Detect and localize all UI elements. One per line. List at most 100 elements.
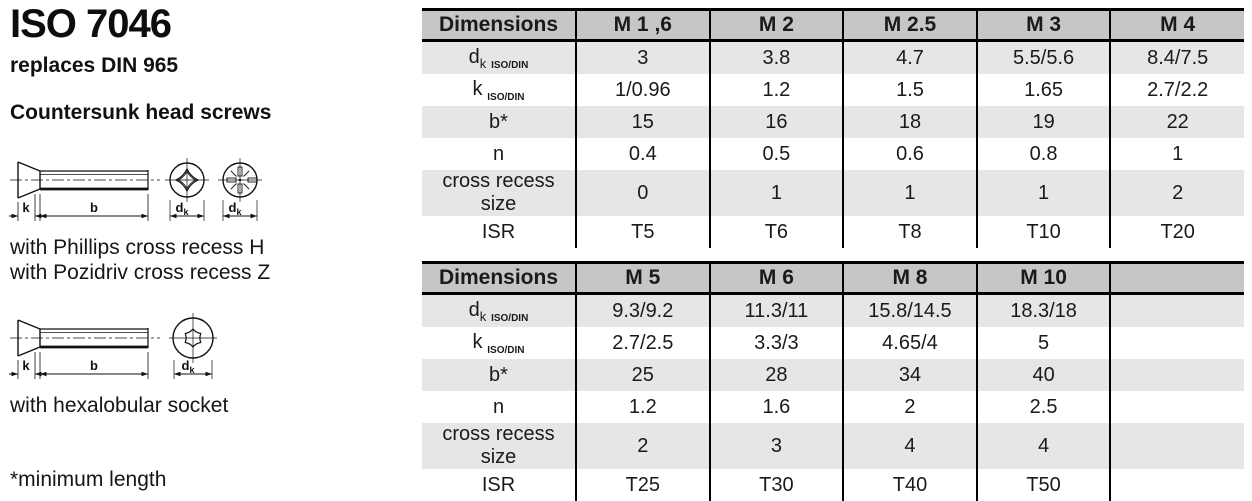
row-label: n: [422, 391, 576, 423]
value-cell: [1109, 359, 1244, 391]
value-cell: [1109, 423, 1244, 469]
screw-drawing-hexalobular: k b dk: [9, 313, 217, 379]
table-row: n 0.4 0.5 0.6 0.8 1: [422, 138, 1244, 170]
value-cell: T5: [575, 216, 710, 248]
value-cell: 1.5: [842, 74, 977, 106]
size-column-header: [1109, 261, 1244, 295]
table-row: dk ISO/DIN 9.3/9.2 11.3/11 15.8/14.5 18.3/18: [422, 293, 1244, 327]
value-cell: 4: [842, 423, 977, 469]
value-cell: 0.4: [575, 138, 710, 170]
value-cell: 2.7/2.2: [1109, 74, 1244, 106]
value-cell: 15.8/14.5: [842, 293, 977, 327]
value-cell: 2: [842, 391, 977, 423]
value-cell: T6: [708, 216, 844, 248]
value-cell: 1: [1109, 138, 1244, 170]
caption-pozidriv: with Pozidriv cross recess Z: [10, 261, 271, 284]
row-label: dk ISO/DIN: [422, 40, 576, 74]
row-label: k ISO/DIN: [422, 74, 576, 106]
table-row: cross recess size 0 1 1 1 2: [422, 170, 1244, 216]
value-cell: 2: [575, 423, 710, 469]
product-heading: Countersunk head screws: [10, 101, 272, 124]
value-cell: 3.8: [708, 40, 844, 74]
size-column-header: M 6: [708, 261, 844, 295]
size-column-header: M 5: [575, 261, 710, 295]
value-cell: 9.3/9.2: [575, 293, 710, 327]
table-row: cross recess size 2 3 4 4: [422, 423, 1244, 469]
value-cell: 3: [575, 40, 710, 74]
value-cell: T50: [975, 469, 1111, 501]
row-label: k ISO/DIN: [422, 327, 576, 359]
size-column-header: M 2.5: [842, 8, 977, 42]
value-cell: [1109, 327, 1244, 359]
replaces-note: replaces DIN 965: [10, 54, 179, 77]
value-cell: T20: [1109, 216, 1244, 248]
dim-label-dk-hexalobular: dk: [182, 358, 196, 375]
value-cell: 1: [975, 170, 1111, 216]
table-row: b* 15 16 18 19 22: [422, 106, 1244, 138]
value-cell: [1109, 293, 1244, 327]
size-column-header: M 2: [708, 8, 844, 42]
value-cell: 0: [575, 170, 710, 216]
value-cell: 1.6: [708, 391, 844, 423]
value-cell: 28: [708, 359, 844, 391]
hexalobular-socket-icon: [169, 313, 217, 379]
value-cell: 1/0.96: [575, 74, 710, 106]
value-cell: 40: [975, 359, 1111, 391]
footnote-minimum-length: *minimum length: [10, 468, 167, 491]
value-cell: 2.5: [975, 391, 1111, 423]
value-cell: 18: [842, 106, 977, 138]
page-title: ISO 7046: [10, 2, 172, 46]
caption-hexalobular: with hexalobular socket: [10, 394, 229, 417]
value-cell: 15: [575, 106, 710, 138]
value-cell: 1: [708, 170, 844, 216]
phillips-recess-icon: [165, 158, 209, 221]
screw-side-view-icon: [9, 161, 160, 221]
value-cell: 5.5/5.6: [975, 40, 1111, 74]
row-label: dk ISO/DIN: [422, 293, 576, 327]
value-cell: 8.4/7.5: [1109, 40, 1244, 74]
pozidriv-recess-icon: [218, 158, 262, 221]
size-column-header: M 3: [975, 8, 1111, 42]
dim-label-dk-phillips: dk: [176, 200, 190, 217]
value-cell: T30: [708, 469, 844, 501]
row-label: ISR: [422, 216, 576, 248]
row-label: n: [422, 138, 576, 170]
table-row: k ISO/DIN 2.7/2.5 3.3/3 4.65/4 5: [422, 327, 1244, 359]
value-cell: T8: [842, 216, 977, 248]
caption-phillips: with Phillips cross recess H: [10, 236, 265, 259]
value-cell: 18.3/18: [975, 293, 1111, 327]
value-cell: 0.8: [975, 138, 1111, 170]
value-cell: [1109, 469, 1244, 501]
value-cell: 3.3/3: [708, 327, 844, 359]
value-cell: 1.65: [975, 74, 1111, 106]
dim-label-k: k: [22, 200, 30, 215]
table-row: dk ISO/DIN 3 3.8 4.7 5.5/5.6 8.4/7.5: [422, 40, 1244, 74]
screw-side-view-icon: [9, 319, 160, 379]
value-cell: 19: [975, 106, 1111, 138]
size-column-header: M 4: [1109, 8, 1244, 42]
table-row: ISR T5 T6 T8 T10 T20: [422, 216, 1244, 248]
value-cell: T25: [575, 469, 710, 501]
dim-label-dk-pozidriv: dk: [229, 200, 243, 217]
dim-label-b: b: [90, 358, 98, 373]
value-cell: 0.5: [708, 138, 844, 170]
value-cell: 4.7: [842, 40, 977, 74]
value-cell: 3: [708, 423, 844, 469]
table-row: k ISO/DIN 1/0.96 1.2 1.5 1.65 2.7/2.2: [422, 74, 1244, 106]
value-cell: 4.65/4: [842, 327, 977, 359]
value-cell: 11.3/11: [708, 293, 844, 327]
row-label: b*: [422, 106, 576, 138]
table-row: ISR T25 T30 T40 T50: [422, 469, 1244, 501]
size-column-header: M 8: [842, 261, 977, 295]
value-cell: 34: [842, 359, 977, 391]
value-cell: 1.2: [575, 391, 710, 423]
dim-label-b: b: [90, 200, 98, 215]
row-label: cross recess size: [422, 170, 576, 216]
value-cell: 1: [842, 170, 977, 216]
value-cell: 0.6: [842, 138, 977, 170]
value-cell: 25: [575, 359, 710, 391]
